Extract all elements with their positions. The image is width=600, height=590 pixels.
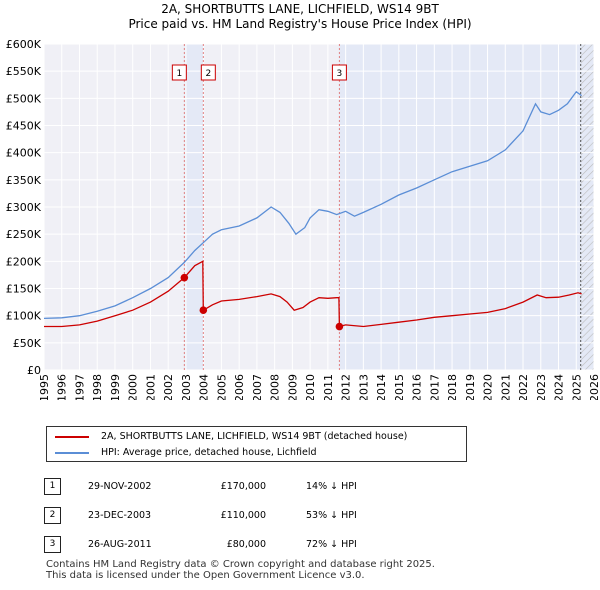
- y-tick-label: £0: [27, 364, 41, 377]
- x-tick-label: 2023: [535, 374, 548, 400]
- price-chart: 1 2 3 £0 £50K £100K £150K £200K £250K £300K £350K £…: [6, 38, 600, 400]
- x-tick-label: 2014: [375, 374, 388, 400]
- legend-item-property: 2A, SHORTBUTTS LANE, LICHFIELD, WS14 9BT…: [55, 429, 407, 444]
- sale-point: [180, 273, 189, 282]
- series-line: [44, 260, 582, 328]
- x-tick-label: 2026: [588, 374, 600, 400]
- sale-date: 26-AUG-2011: [88, 539, 152, 550]
- x-tick-label: 2007: [251, 374, 264, 400]
- y-tick-label: £500K: [6, 92, 42, 105]
- y-tick-label: £450K: [6, 120, 42, 133]
- x-tick-label: 2021: [499, 374, 512, 400]
- sale-price: £170,000: [220, 481, 266, 492]
- legend-item-hpi: HPI: Average price, detached house, Lich…: [55, 445, 317, 460]
- y-tick-label: £250K: [6, 228, 42, 241]
- sale-row: 1 29-NOV-2002 £170,000 14% ↓ HPI: [44, 478, 464, 496]
- sale-price: £80,000: [226, 539, 266, 550]
- sale-hpi-diff: 14% ↓ HPI: [306, 481, 357, 492]
- x-tick-label: 2011: [322, 374, 335, 400]
- legend-label-property: 2A, SHORTBUTTS LANE, LICHFIELD, WS14 9BT…: [101, 431, 408, 442]
- sale-label: 1: [176, 69, 182, 79]
- legend-swatch-hpi: [55, 451, 89, 454]
- x-tick-label: 2009: [286, 374, 299, 400]
- chart-legend: 2A, SHORTBUTTS LANE, LICHFIELD, WS14 9BT…: [46, 426, 467, 462]
- sale-number-badge: 3: [44, 536, 61, 553]
- x-tick-label: 2024: [553, 374, 566, 400]
- x-tick-label: 1996: [56, 374, 69, 400]
- x-tick-label: 2025: [570, 374, 583, 400]
- x-tick-label: 1999: [109, 374, 122, 400]
- x-tick-label: 2017: [428, 374, 441, 400]
- x-tick-label: 2018: [446, 374, 459, 400]
- x-tick-label: 2016: [411, 374, 424, 400]
- series-line: [43, 90, 582, 320]
- x-tick-label: 2000: [127, 374, 140, 400]
- sale-point: [335, 322, 344, 331]
- y-tick-label: £100K: [6, 310, 42, 323]
- x-tick-label: 2013: [357, 374, 370, 400]
- footer-license: This data is licensed under the Open Gov…: [46, 570, 365, 581]
- x-tick-label: 2002: [162, 374, 175, 400]
- sale-label-box: [331, 64, 347, 81]
- x-tick-label: 2004: [198, 374, 211, 400]
- sale-label-box: [200, 64, 216, 81]
- y-tick-label: £400K: [6, 147, 42, 160]
- x-tick-label: 2010: [304, 374, 317, 400]
- sale-label: 3: [337, 69, 343, 79]
- x-tick-label: 2012: [340, 374, 353, 400]
- sale-label-box: [171, 64, 187, 81]
- y-tick-label: £350K: [6, 174, 42, 187]
- chart-title: 2A, SHORTBUTTS LANE, LICHFIELD, WS14 9BT: [161, 2, 439, 16]
- sale-hpi-diff: 72% ↓ HPI: [306, 539, 357, 550]
- sale-date: 29-NOV-2002: [88, 481, 152, 492]
- footer-copyright: Contains HM Land Registry data © Crown c…: [46, 559, 435, 570]
- x-tick-label: 2008: [269, 374, 282, 400]
- y-tick-label: £550K: [6, 65, 42, 78]
- y-tick-label: £300K: [6, 201, 42, 214]
- sale-point: [199, 306, 208, 315]
- x-tick-label: 2020: [482, 374, 495, 400]
- x-tick-label: 2005: [215, 374, 228, 400]
- sale-number-badge: 2: [44, 507, 61, 524]
- sale-price: £110,000: [220, 510, 266, 521]
- legend-label-hpi: HPI: Average price, detached house, Lich…: [101, 447, 317, 458]
- x-tick-label: 2006: [233, 374, 246, 400]
- y-tick-label: £50K: [13, 337, 42, 350]
- x-tick-label: 2015: [393, 374, 406, 400]
- sale-number-badge: 1: [44, 478, 61, 495]
- y-tick-label: £200K: [6, 255, 42, 268]
- x-tick-label: 2003: [180, 374, 193, 400]
- x-tick-label: 1998: [91, 374, 104, 400]
- x-tick-label: 1995: [38, 374, 51, 400]
- sale-row: 2 23-DEC-2003 £110,000 53% ↓ HPI: [44, 507, 464, 525]
- sale-label: 2: [205, 69, 211, 79]
- chart-subtitle: Price paid vs. HM Land Registry's House …: [128, 17, 472, 31]
- x-tick-label: 1997: [73, 374, 86, 400]
- sale-row: 3 26-AUG-2011 £80,000 72% ↓ HPI: [44, 536, 464, 554]
- legend-swatch-property: [55, 435, 89, 438]
- y-tick-label: £150K: [6, 283, 42, 296]
- x-tick-label: 2019: [464, 374, 477, 400]
- sale-date: 23-DEC-2003: [88, 510, 152, 521]
- y-tick-label: £600K: [6, 38, 42, 51]
- sale-hpi-diff: 53% ↓ HPI: [306, 510, 357, 521]
- x-tick-label: 2001: [144, 374, 157, 400]
- x-tick-label: 2022: [517, 374, 530, 400]
